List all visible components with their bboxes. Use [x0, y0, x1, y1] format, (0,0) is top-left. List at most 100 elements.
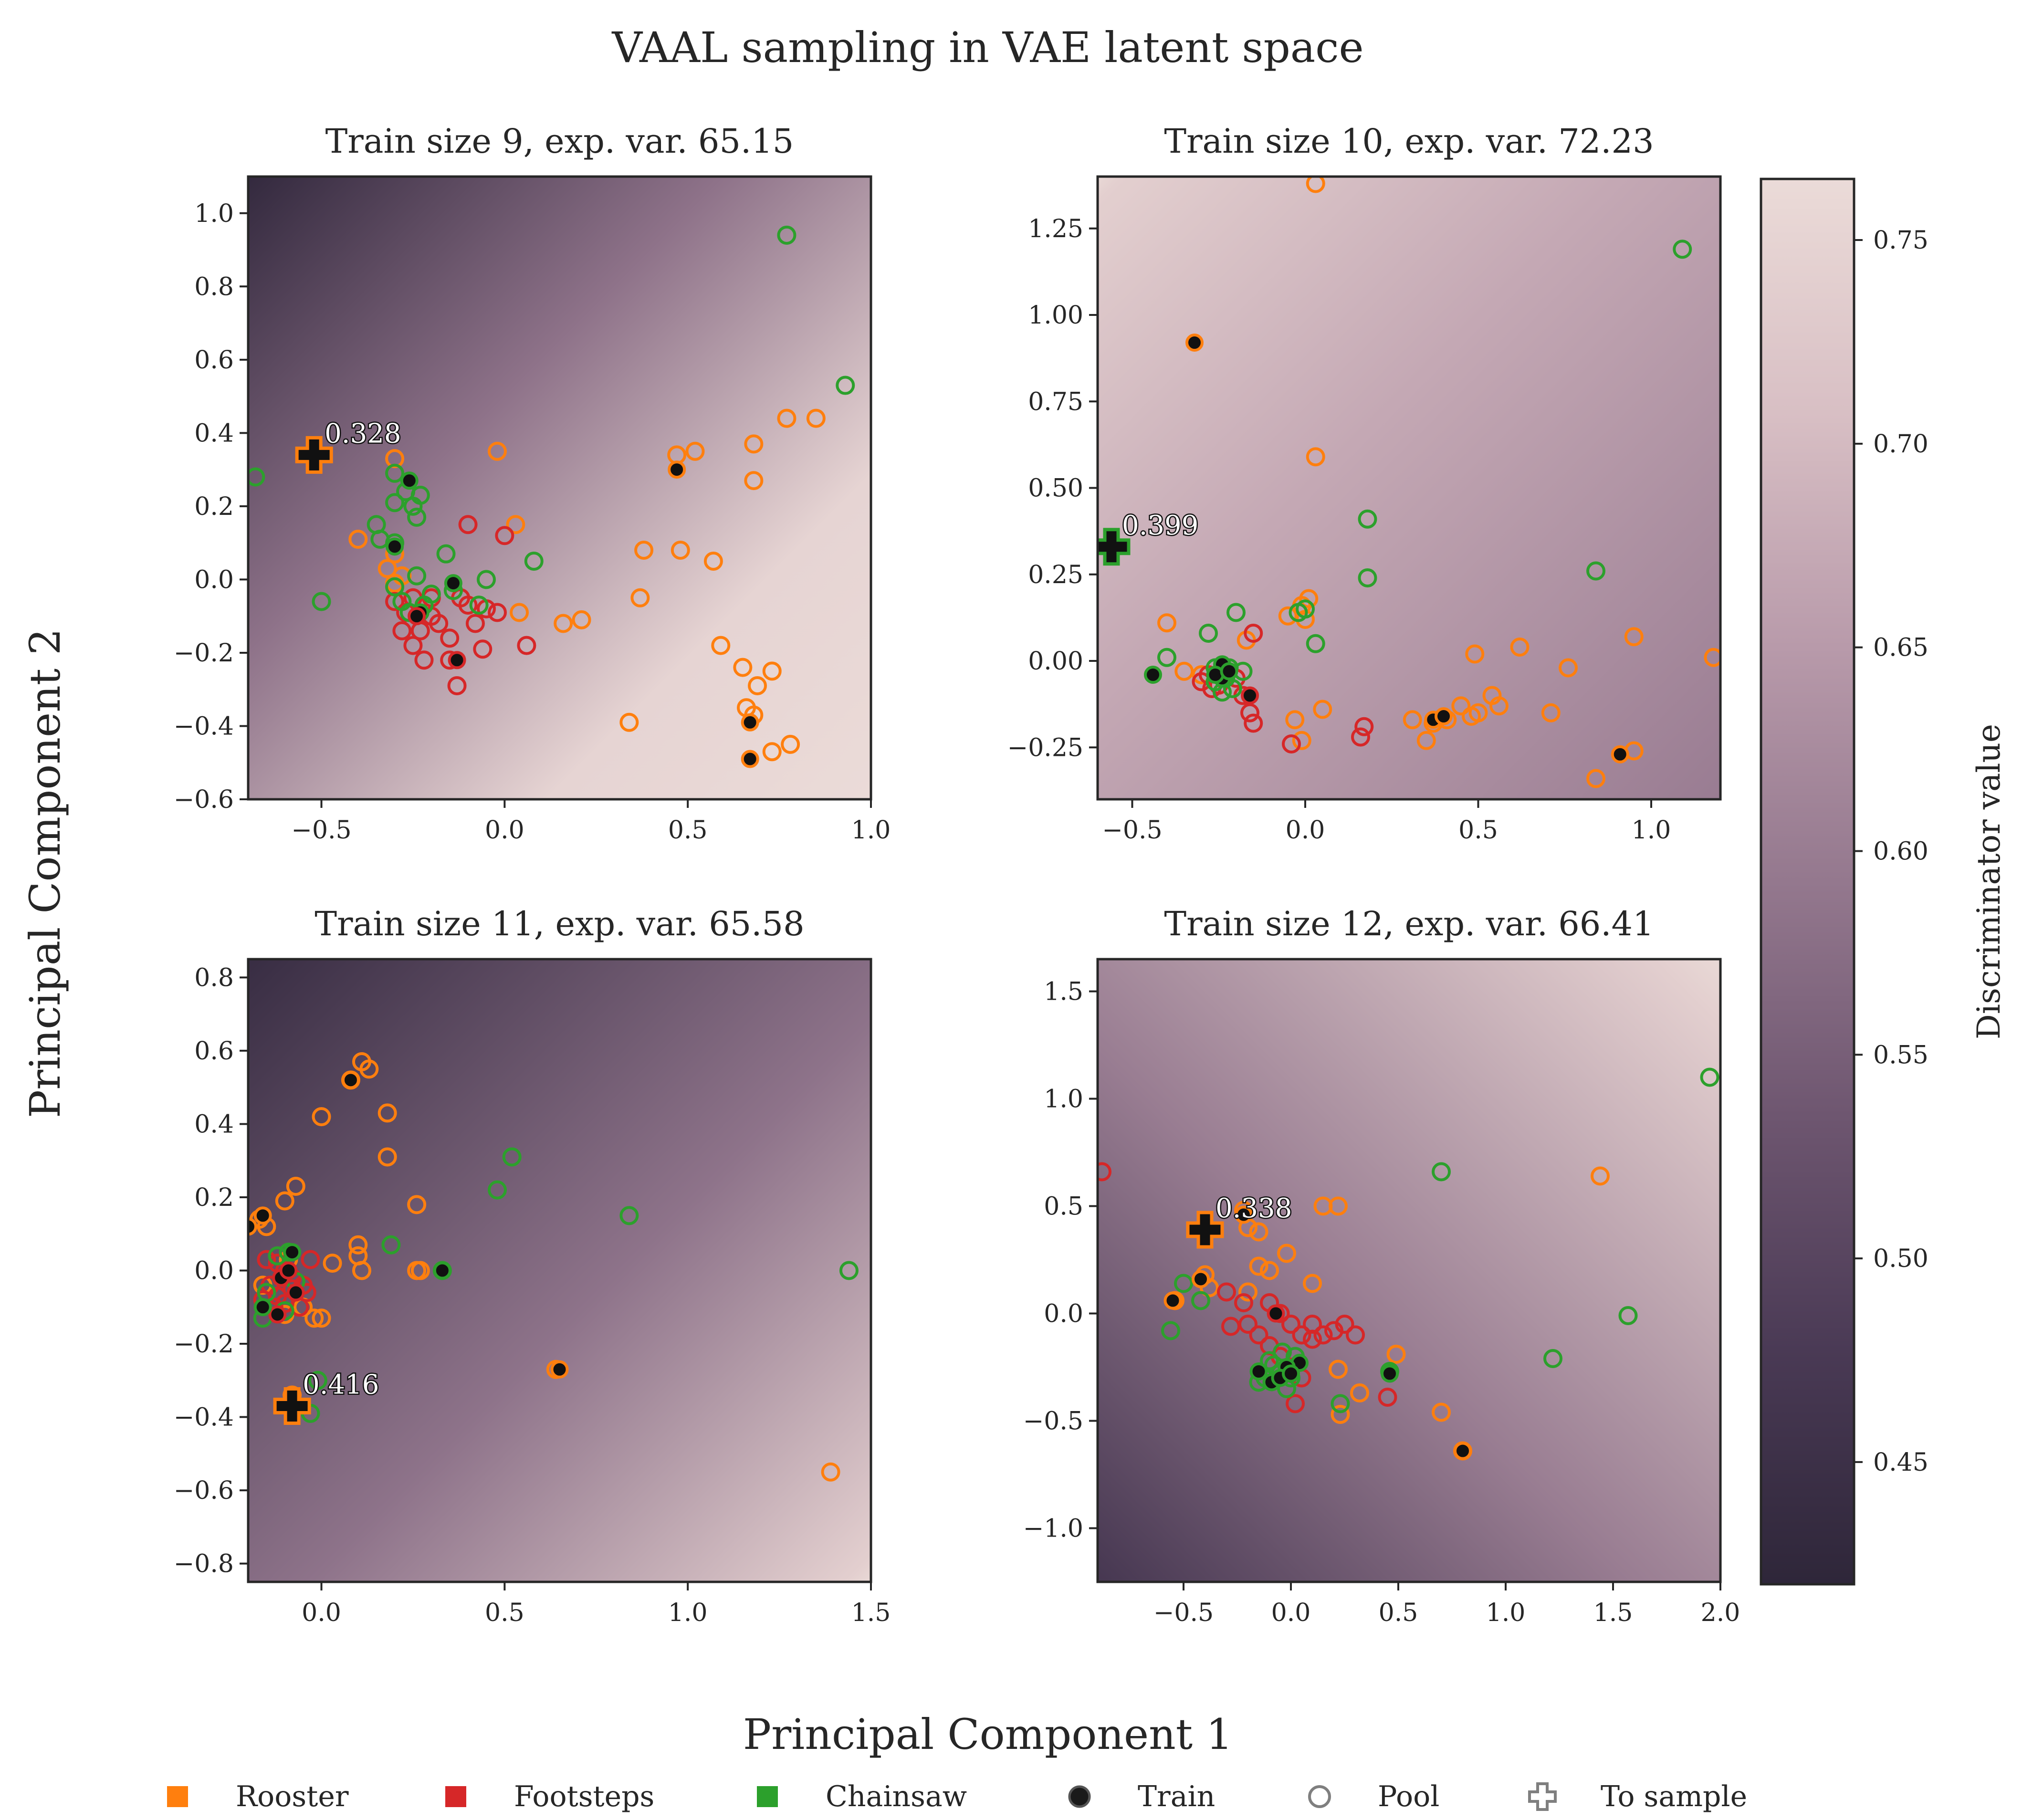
- pool-point-rooster: [385, 449, 405, 469]
- pool-point-rooster: [762, 661, 782, 681]
- train-point: [1144, 666, 1162, 684]
- pool-point-footsteps: [1346, 1325, 1365, 1345]
- x-tick-label: 0.0: [1271, 1599, 1311, 1627]
- pool-point-rooster: [407, 1195, 427, 1214]
- legend-label: Footsteps: [514, 1780, 654, 1813]
- y-tick-label: 1.5: [1044, 978, 1083, 1006]
- pool-point-rooster: [744, 471, 764, 491]
- y-tick-label: −0.4: [174, 712, 234, 741]
- train-point: [408, 607, 426, 626]
- pool-point-footsteps: [1354, 717, 1374, 736]
- pool-point-rooster: [554, 614, 573, 633]
- pool-point-chainsaw: [1157, 648, 1176, 667]
- legend-label: Chainsaw: [826, 1780, 967, 1813]
- to-sample-marker: [1186, 1211, 1224, 1249]
- pool-point-rooster: [748, 676, 767, 696]
- colorbar-frame: [1760, 178, 1855, 1586]
- pool-point-footsteps: [1221, 1317, 1240, 1336]
- pool-point-rooster: [1350, 1383, 1369, 1402]
- pool-point-rooster: [744, 434, 764, 454]
- pool-point-chainsaw: [385, 463, 405, 483]
- train-point: [1163, 1291, 1182, 1310]
- pool-point-chainsaw: [1191, 1291, 1210, 1310]
- y-tick-label: 1.0: [1044, 1085, 1083, 1114]
- train-point: [741, 713, 759, 732]
- pool-point-rooster: [1277, 1244, 1296, 1263]
- subplot-2: 0.399 −0.5 0.0 0.5 1.0 −0.25 0.00 0.25 0.50 0.75 1…: [1007, 122, 1722, 845]
- pool-point-rooster: [630, 588, 650, 607]
- pool-point-rooster: [312, 1308, 331, 1328]
- pool-point-footsteps: [1351, 727, 1370, 747]
- pool-point-footsteps: [414, 650, 434, 670]
- train-point: [279, 1261, 298, 1280]
- y-tick-label: 0.8: [194, 272, 234, 301]
- y-tick-label: 0.0: [194, 565, 234, 594]
- x-tick-label: −0.5: [291, 816, 351, 845]
- pool-point-footsteps: [495, 526, 514, 545]
- pool-point-rooster: [1451, 696, 1471, 716]
- pool-point-footsteps: [1281, 1315, 1300, 1334]
- pool-point-rooster: [286, 1176, 305, 1196]
- pool-point-rooster: [348, 529, 368, 549]
- train-point: [1611, 745, 1629, 764]
- y-tick-label: 0.25: [1028, 561, 1083, 589]
- train-point: [1241, 686, 1259, 705]
- pool-point-footsteps: [1098, 1162, 1111, 1182]
- pool-point-rooster: [1416, 731, 1436, 750]
- heatmap-background: [248, 959, 871, 1582]
- pool-point-footsteps: [458, 515, 478, 534]
- pool-point-rooster: [1299, 589, 1319, 608]
- train-point: [248, 1217, 257, 1236]
- x-tick-label: 0.0: [302, 1599, 341, 1627]
- pool-point-rooster: [1403, 710, 1422, 730]
- pool-point-chainsaw: [476, 570, 496, 589]
- colorbar-tick-label: 0.50: [1873, 1245, 1928, 1273]
- pool-point-footsteps: [403, 636, 423, 655]
- pool-point-rooster: [510, 603, 529, 622]
- y-tick-label: 1.25: [1028, 215, 1083, 243]
- legend-marker: [757, 1786, 778, 1807]
- pool-point-chainsaw: [436, 544, 456, 564]
- pool-point-chainsaw: [1618, 1306, 1638, 1325]
- subplot-title: Train size 9, exp. var. 65.15: [325, 122, 794, 161]
- legend-marker: [167, 1786, 188, 1807]
- pool-point-chainsaw: [407, 507, 427, 527]
- pool-point-rooster: [1249, 1222, 1268, 1242]
- colorbar-tick-label: 0.75: [1873, 226, 1928, 255]
- y-tick-label: 0.2: [194, 1183, 234, 1212]
- pool-point-chainsaw: [469, 596, 489, 615]
- pool-point-footsteps: [257, 1250, 276, 1269]
- x-tick-label: 1.5: [851, 1599, 891, 1627]
- train-point: [741, 750, 759, 768]
- pool-point-footsteps: [465, 614, 485, 633]
- x-axis-label: Principal Component 1: [743, 1710, 1233, 1759]
- subplot-grid: 0.328−0.5 0.0 0.5 1.0−0.6−0.4−0.20.00.20.40…: [174, 122, 1740, 1627]
- train-point: [386, 537, 404, 556]
- y-tick-label: −0.5: [1023, 1407, 1083, 1436]
- pool-point-chainsaw: [1358, 568, 1377, 587]
- pool-point-footsteps: [1244, 624, 1263, 643]
- subplot-4: 0.338 −0.5 0.0 0.5 1.0 1.5 2.0 −1.0 −0.5 0.0 0.5 1.…: [1023, 904, 1740, 1627]
- legend-label: Pool: [1378, 1780, 1439, 1813]
- y-tick-label: −0.8: [174, 1550, 234, 1579]
- y-tick-label: 0.75: [1028, 387, 1083, 416]
- pool-point-rooster: [806, 408, 826, 428]
- pool-point-footsteps: [473, 639, 493, 659]
- pool-point-rooster: [1174, 661, 1194, 681]
- pool-point-footsteps: [1282, 734, 1301, 753]
- legend-marker: [1528, 1782, 1557, 1811]
- pool-point-chainsaw: [1586, 561, 1605, 581]
- to-sample-value-label: 0.416: [303, 1370, 379, 1401]
- to-sample-value-label: 0.338: [1216, 1193, 1292, 1224]
- subplot-3: 0.416 0.0 0.5 1.0 1.5 −0.8 −0.6 −0.4 −0.2 0.0 0.2 0…: [174, 904, 891, 1627]
- y-tick-label: −0.2: [174, 639, 234, 668]
- legend-marker: [1308, 1785, 1331, 1808]
- x-tick-label: 0.5: [668, 816, 708, 845]
- pool-point-rooster: [348, 1235, 368, 1255]
- train-point: [1282, 1364, 1300, 1383]
- y-tick-label: 0.6: [194, 346, 234, 375]
- pool-point-rooster: [377, 1103, 397, 1123]
- pool-point-rooster: [1489, 696, 1509, 716]
- pool-point-footsteps: [1378, 1388, 1397, 1407]
- pool-point-chainsaw: [308, 1370, 327, 1390]
